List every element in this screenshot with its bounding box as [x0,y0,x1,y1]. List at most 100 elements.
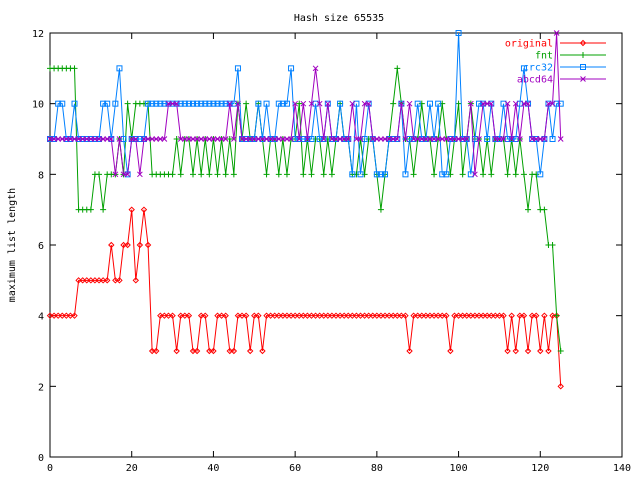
y-tick-label: 10 [32,100,44,111]
data-point [418,136,425,142]
data-point [136,136,143,142]
data-point [426,312,434,319]
data-point [504,136,511,142]
data-point [153,100,160,107]
data-point [308,171,315,178]
data-point [406,136,413,142]
data-point [198,136,205,142]
data-point [528,312,536,319]
data-point [476,100,482,107]
data-point [198,100,205,107]
data-point [149,100,156,107]
data-point [508,136,515,142]
data-point [557,348,564,354]
data-point [296,100,303,107]
data-point [361,100,368,107]
data-point [104,100,111,107]
data-point [492,312,499,319]
data-point [87,277,95,284]
data-point [394,136,401,142]
data-point [300,171,307,178]
data-point [161,312,168,319]
data-point [463,136,470,142]
data-point [414,312,421,319]
data-point [467,171,474,178]
data-point [521,100,527,107]
data-point [390,136,397,142]
data-point [504,171,511,178]
data-point [361,312,368,319]
data-point [218,136,225,142]
y-axis-label: maximum list length [7,188,18,302]
data-point [210,100,217,107]
data-point [141,136,147,142]
data-point [520,312,528,319]
x-tick-label: 40 [207,463,219,474]
data-point [271,312,278,319]
data-point [108,136,115,142]
data-point [71,100,78,107]
data-point [484,136,491,142]
data-point [132,136,139,142]
data-point [267,312,274,319]
data-point [512,347,519,355]
data-point [226,347,233,355]
data-point [210,347,217,355]
y-tick-label: 12 [32,29,44,40]
data-point [144,241,152,249]
data-point [193,347,201,355]
data-point [308,312,315,319]
data-point [386,136,392,142]
data-point [406,347,413,355]
data-point [549,100,556,107]
data-point [67,312,74,319]
data-point [51,136,57,142]
data-point [243,100,250,107]
data-point [389,312,397,319]
data-point [369,136,376,142]
axis-ticks: 0 20 40 60 80 100 120 140 0 2 4 6 8 10 12 [32,29,631,474]
data-point [537,171,544,178]
data-point [361,136,368,142]
data-point [288,65,295,72]
data-point [532,312,540,319]
data-point [186,136,192,142]
data-point [357,171,364,178]
data-point [263,171,270,178]
data-point [529,136,535,142]
data-point [422,312,430,319]
data-point [83,136,90,142]
series-group [46,30,564,390]
data-point [202,100,209,107]
data-point [246,347,254,355]
data-point [316,136,323,142]
data-point [231,136,237,142]
data-point [300,136,307,142]
data-point [100,100,107,107]
data-point [202,312,209,319]
data-point [394,312,401,319]
data-point [255,100,262,107]
data-point [108,241,115,249]
data-point [557,136,564,142]
data-point [435,100,442,107]
data-point [128,136,135,142]
data-point [480,100,486,107]
data-point [374,136,380,142]
data-point [520,65,527,72]
data-point [185,312,193,319]
data-point [197,312,205,319]
data-point [430,312,438,319]
data-point [500,312,507,319]
data-point [373,312,381,319]
data-point [488,312,495,319]
series-1 [47,65,564,354]
data-point [99,277,107,284]
data-point [145,136,151,142]
data-point [426,100,433,107]
data-point [271,136,278,142]
data-point [259,347,266,355]
data-point [255,136,262,142]
data-point [206,136,213,142]
data-point [173,136,180,142]
